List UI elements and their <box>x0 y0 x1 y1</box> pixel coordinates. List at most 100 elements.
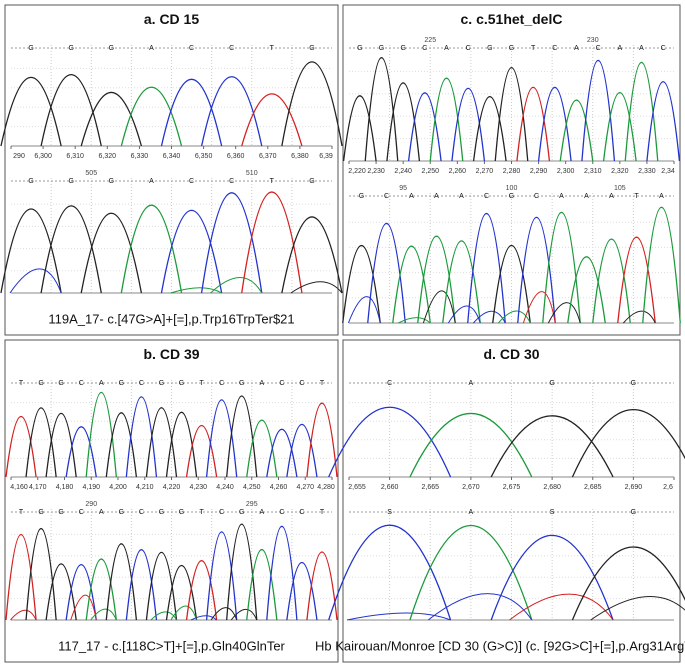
position-number: 505 <box>85 170 97 177</box>
base-call: T <box>320 509 325 516</box>
base-call: G <box>38 380 43 387</box>
panel-label: a. <box>144 11 156 27</box>
base-call: C <box>139 380 144 387</box>
axis-tick-label: 2,655 <box>348 484 366 491</box>
trace-peak <box>516 87 551 162</box>
position-number: 100 <box>506 185 518 192</box>
trace-peak <box>472 95 507 162</box>
position-number: 95 <box>399 185 407 192</box>
position-number: 510 <box>246 170 258 177</box>
trace-minor-peak <box>497 310 531 324</box>
base-call: T <box>270 45 275 52</box>
trace-minor-peak <box>210 277 263 294</box>
trace-peak <box>246 549 278 621</box>
axis-tick-label: 2,260 <box>449 168 467 175</box>
base-call: A <box>659 193 664 200</box>
trace-peak <box>25 407 57 478</box>
trace-peak <box>40 205 102 294</box>
trace-peak <box>624 62 659 162</box>
panel-title-text: c.51het_delC <box>476 11 562 27</box>
base-call: C <box>279 509 284 516</box>
panel-title: b. CD 39 <box>143 346 199 362</box>
position-number: 295 <box>246 501 258 508</box>
trace-peak <box>367 223 406 324</box>
axis-tick-label: 4,170 <box>29 484 47 491</box>
base-call: T <box>199 380 204 387</box>
trace-minor-peak <box>590 596 685 621</box>
axis-tick-label: 6,340 <box>163 153 181 160</box>
axis-tick-label: 2,320 <box>611 168 629 175</box>
trace-minor-peak <box>290 281 343 294</box>
base-call: G <box>119 509 124 516</box>
trace-peak <box>165 565 198 621</box>
axis-tick-label: 2,690 <box>625 484 643 491</box>
base-call: C <box>299 509 304 516</box>
base-call: A <box>259 509 264 516</box>
trace-peak <box>490 534 614 621</box>
trace-peak <box>0 208 62 294</box>
base-call: G <box>179 509 184 516</box>
base-call: G <box>68 178 73 185</box>
axis-tick-label: 4,180 <box>56 484 74 491</box>
base-call: C <box>552 45 557 52</box>
base-call: C <box>139 509 144 516</box>
axis-tick-label: 2,670 <box>462 484 480 491</box>
base-call: T <box>531 45 536 52</box>
axis-tick-label: 2,680 <box>543 484 561 491</box>
axis-tick-label: 6,330 <box>131 153 149 160</box>
trace-peak <box>266 428 298 478</box>
base-call: T <box>634 193 639 200</box>
trace-minor-peak <box>190 615 217 621</box>
trace-peak <box>286 424 318 478</box>
trace-minor-peak <box>170 287 222 294</box>
base-call: G <box>509 193 514 200</box>
base-call: C <box>534 193 539 200</box>
axis-tick-label: 6,380 <box>291 153 309 160</box>
base-call: G <box>239 509 244 516</box>
base-call: A <box>259 380 264 387</box>
axis-tick-label: 4,190 <box>82 484 100 491</box>
trace-peak <box>165 411 198 478</box>
base-call: C <box>422 45 427 52</box>
axis-tick-label: 4,200 <box>109 484 127 491</box>
base-call: T <box>270 178 275 185</box>
panel-title: c. c.51het_delC <box>461 11 563 27</box>
trace-peak <box>5 533 37 621</box>
trace-peak <box>306 402 338 478</box>
base-call: C <box>299 380 304 387</box>
base-call: A <box>99 380 104 387</box>
trace-peak <box>417 235 456 324</box>
trace-minor-peak <box>150 611 177 621</box>
panel-caption: 117_17 - c.[118C>T]+[=],p.Gln40GlnTer <box>58 638 285 653</box>
base-call: G <box>38 509 43 516</box>
trace-peak <box>571 546 685 621</box>
trace-peak <box>571 408 685 478</box>
trace-peak <box>25 527 57 621</box>
trace-minor-peak <box>522 291 556 324</box>
trace-minor-peak <box>422 290 456 324</box>
base-call: C <box>484 193 489 200</box>
axis-tick-label: 2,34 <box>661 168 675 175</box>
base-call: G <box>239 380 244 387</box>
trace-peak <box>185 425 218 478</box>
base-call: C <box>219 509 224 516</box>
base-call: G <box>487 45 492 52</box>
trace-peak <box>407 92 442 162</box>
axis-tick-label: 4,270 <box>296 484 314 491</box>
base-call: G <box>179 380 184 387</box>
panel-title: a. CD 15 <box>144 11 199 27</box>
axis-tick-label: 2,310 <box>584 168 602 175</box>
axis-tick-label: 2,300 <box>557 168 575 175</box>
axis-tick-label: 4,240 <box>216 484 234 491</box>
axis-tick-label: 6,310 <box>66 153 84 160</box>
trace-peak <box>328 524 452 621</box>
axis-tick-label: 4,160 <box>10 484 28 491</box>
trace-peak <box>306 551 338 621</box>
trace-peak <box>392 245 431 324</box>
base-call: A <box>469 509 474 516</box>
trace-peak <box>386 82 421 162</box>
axis-tick-label: 2,665 <box>421 484 439 491</box>
trace-peak <box>442 240 481 324</box>
trace-peak <box>185 560 218 621</box>
